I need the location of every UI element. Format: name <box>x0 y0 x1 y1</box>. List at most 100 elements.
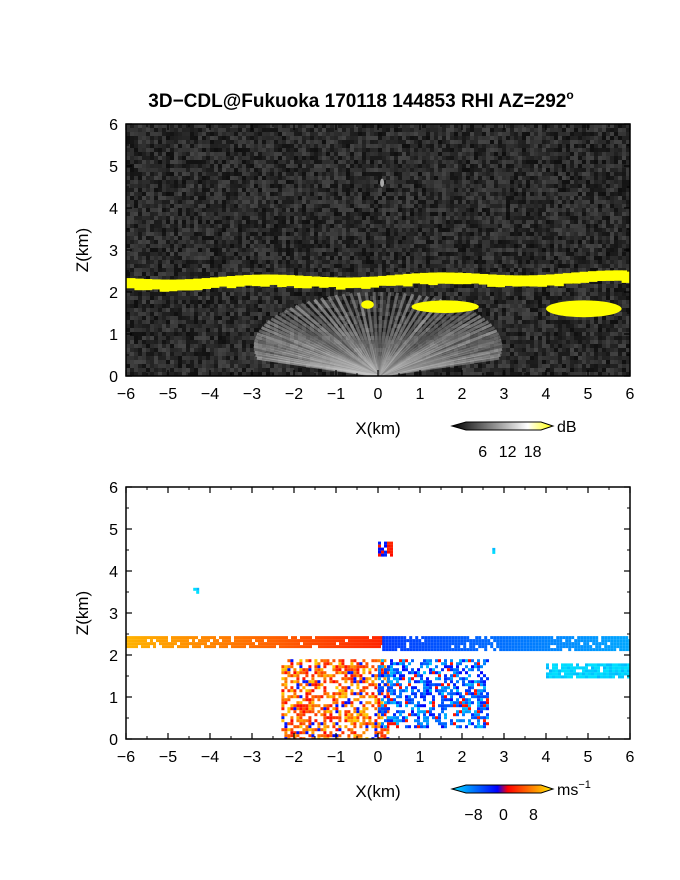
noise-cell <box>470 228 474 232</box>
noise-cell <box>454 172 458 176</box>
noise-cell <box>130 220 134 224</box>
noise-cell <box>230 164 234 168</box>
noise-cell <box>530 124 534 128</box>
noise-cell <box>398 136 402 140</box>
noise-cell <box>210 204 214 208</box>
noise-cell <box>226 156 230 160</box>
noise-cell <box>626 140 630 144</box>
noise-cell <box>466 164 470 168</box>
noise-cell <box>446 228 450 232</box>
noise-cell <box>166 272 170 276</box>
noise-cell <box>350 216 354 220</box>
noise-cell <box>142 132 146 136</box>
noise-cell <box>594 144 598 148</box>
noise-cell <box>318 248 322 252</box>
noise-cell <box>198 208 202 212</box>
noise-cell <box>314 164 318 168</box>
noise-cell <box>554 268 558 272</box>
noise-cell <box>582 240 586 244</box>
noise-cell <box>150 184 154 188</box>
noise-cell <box>590 256 594 260</box>
noise-cell <box>514 236 518 240</box>
noise-cell <box>350 176 354 180</box>
noise-cell <box>146 152 150 156</box>
noise-cell <box>450 180 454 184</box>
noise-cell <box>234 128 238 132</box>
noise-cell <box>426 232 430 236</box>
noise-cell <box>142 184 146 188</box>
noise-cell <box>278 268 282 272</box>
noise-cell <box>374 228 378 232</box>
noise-cell <box>318 232 322 236</box>
noise-cell <box>622 208 626 212</box>
noise-cell <box>334 140 338 144</box>
noise-cell <box>390 156 394 160</box>
noise-cell <box>430 156 434 160</box>
noise-cell <box>354 196 358 200</box>
noise-cell <box>174 188 178 192</box>
noise-cell <box>230 236 234 240</box>
noise-cell <box>130 244 134 248</box>
noise-cell <box>378 172 382 176</box>
noise-cell <box>378 140 382 144</box>
noise-cell <box>154 232 158 236</box>
noise-cell <box>614 148 618 152</box>
noise-cell <box>286 212 290 216</box>
noise-cell <box>510 140 514 144</box>
noise-cell <box>614 156 618 160</box>
noise-cell <box>270 172 274 176</box>
noise-cell <box>478 236 482 240</box>
noise-cell <box>590 128 594 132</box>
noise-cell <box>522 188 526 192</box>
noise-cell <box>374 208 378 212</box>
noise-cell <box>186 160 190 164</box>
noise-cell <box>402 124 406 128</box>
noise-cell <box>510 236 514 240</box>
noise-cell <box>578 160 582 164</box>
noise-cell <box>182 172 186 176</box>
noise-cell <box>526 140 530 144</box>
noise-cell <box>538 200 542 204</box>
noise-cell <box>378 228 382 232</box>
noise-cell <box>266 200 270 204</box>
noise-cell <box>186 220 190 224</box>
noise-cell <box>518 248 522 252</box>
noise-cell <box>254 272 258 276</box>
noise-cell <box>182 132 186 136</box>
noise-cell <box>534 204 538 208</box>
noise-cell <box>598 216 602 220</box>
noise-cell <box>606 216 610 220</box>
noise-cell <box>486 224 490 228</box>
noise-cell <box>450 172 454 176</box>
noise-cell <box>394 188 398 192</box>
noise-cell <box>618 176 622 180</box>
noise-cell <box>490 256 494 260</box>
noise-cell <box>514 220 518 224</box>
noise-cell <box>274 248 278 252</box>
noise-cell <box>150 172 154 176</box>
noise-cell <box>358 244 362 248</box>
noise-cell <box>178 228 182 232</box>
noise-cell <box>582 200 586 204</box>
noise-cell <box>310 208 314 212</box>
noise-cell <box>314 268 318 272</box>
noise-cell <box>142 148 146 152</box>
noise-cell <box>162 244 166 248</box>
noise-cell <box>382 208 386 212</box>
noise-cell <box>514 240 518 244</box>
noise-cell <box>226 272 230 276</box>
noise-cell <box>270 224 274 228</box>
noise-cell <box>490 188 494 192</box>
noise-cell <box>510 228 514 232</box>
noise-cell <box>266 208 270 212</box>
noise-cell <box>462 124 466 128</box>
noise-cell <box>246 220 250 224</box>
noise-cell <box>610 244 614 248</box>
noise-cell <box>470 212 474 216</box>
noise-cell <box>230 124 234 128</box>
noise-cell <box>202 256 206 260</box>
noise-cell <box>310 220 314 224</box>
noise-cell <box>366 132 370 136</box>
noise-cell <box>278 260 282 264</box>
noise-cell <box>434 212 438 216</box>
